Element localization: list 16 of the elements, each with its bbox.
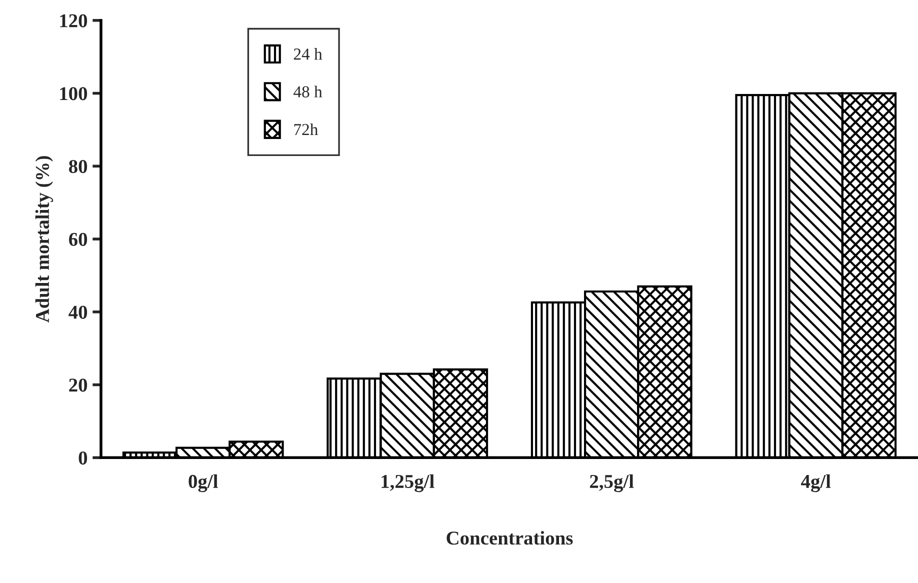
legend-label: 72h — [294, 123, 318, 136]
y-tick-label: 40 — [68, 306, 88, 319]
y-tick-label: 80 — [68, 160, 88, 174]
x-tick-label: 0g/l — [188, 474, 218, 492]
x-tick-label: 4g/l — [801, 474, 831, 492]
x-tick-label: 1,25g/l — [382, 474, 434, 492]
y-tick-label: 120 — [60, 14, 88, 28]
legend-label: 48 h — [294, 86, 322, 98]
y-tick-label: 0 — [78, 451, 88, 465]
y-tick-label: 100 — [60, 87, 88, 100]
y-tick-label: 60 — [69, 232, 88, 246]
x-tick-label: 2,5g/l — [590, 474, 634, 492]
y-axis-title: Adult mortality (%) — [35, 156, 54, 323]
legend-label: 24 h — [294, 48, 322, 60]
y-tick-label: 20 — [69, 378, 88, 392]
x-axis-title: Concentrations — [446, 530, 573, 545]
